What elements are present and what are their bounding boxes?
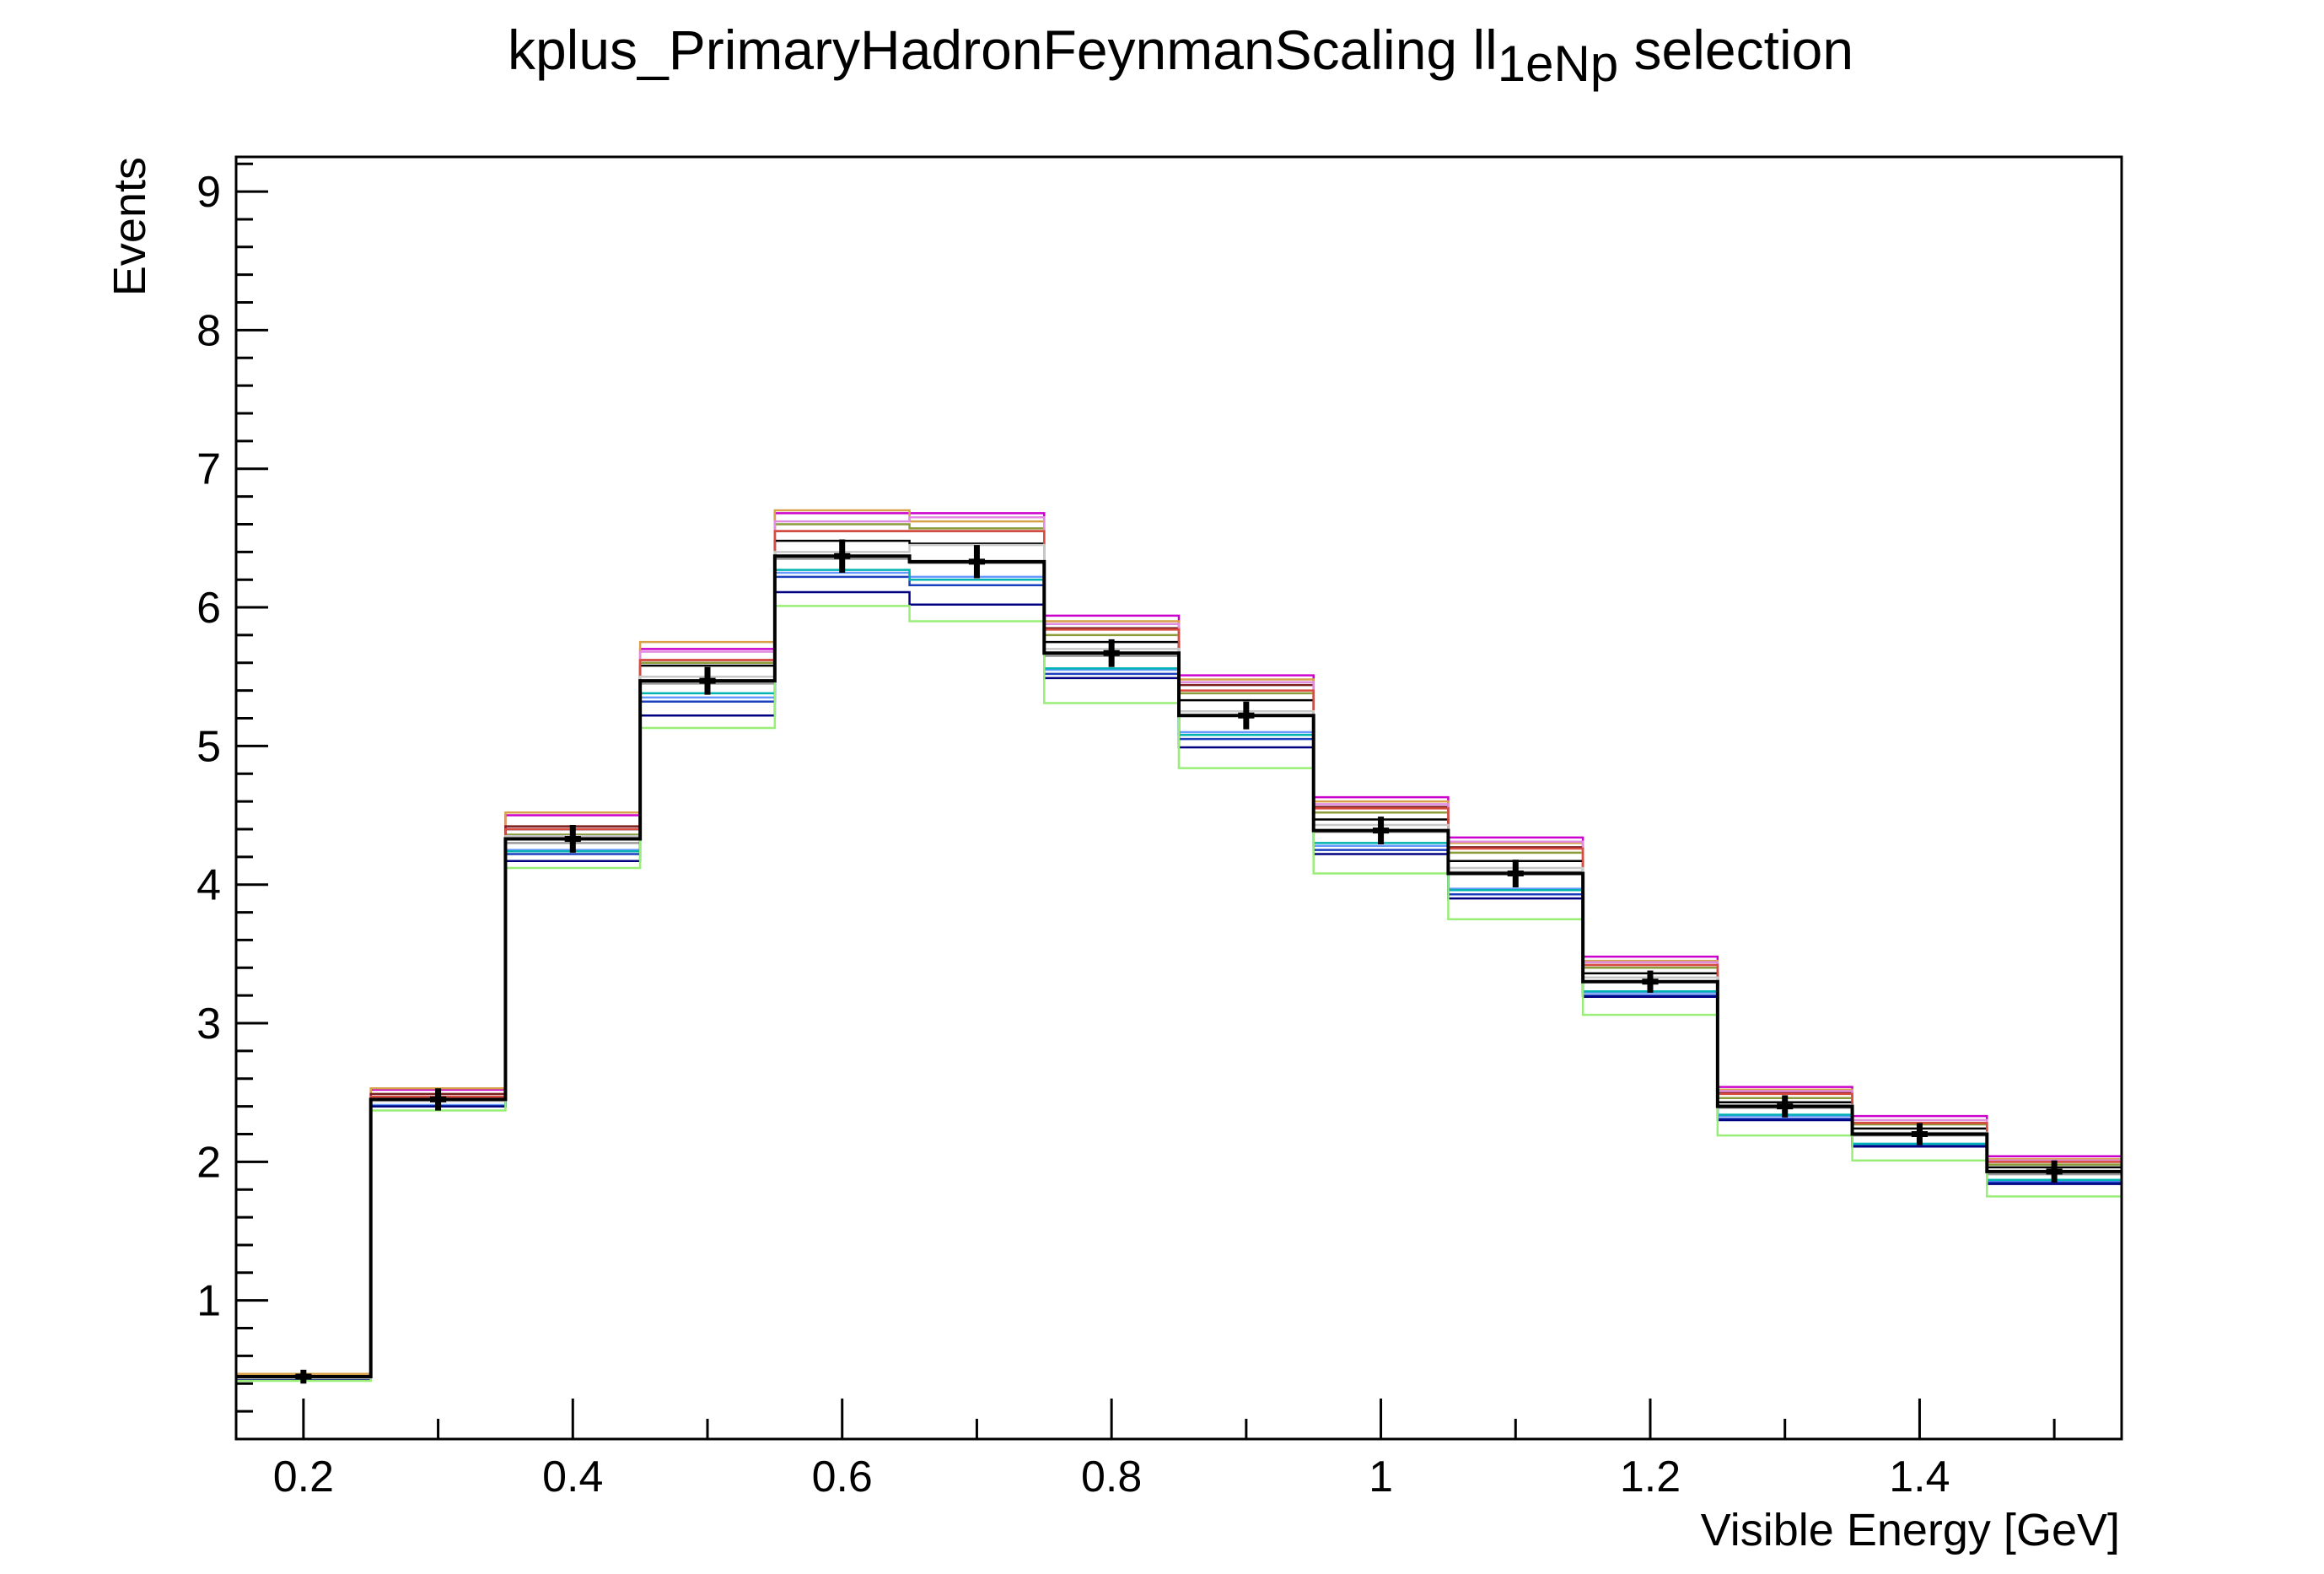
data-point-10 [1507,860,1524,887]
y-tick-label: 2 [196,1138,221,1187]
data-point-2 [429,1088,447,1111]
data-point-13 [1911,1123,1929,1145]
y-axis-tick-labels: 1 2 3 4 5 6 7 8 9 [196,168,221,1326]
data-point-11 [1642,970,1659,993]
y-tick-label: 3 [196,1000,221,1048]
y-tick-label: 9 [196,168,221,217]
data-point-4 [699,666,716,695]
y-tick-label: 4 [196,861,221,910]
data-point-12 [1777,1095,1794,1118]
data-point-5 [834,539,851,573]
x-axis-label: Visible Energy [GeV] [1701,1505,2120,1555]
y-tick-label: 5 [196,722,221,771]
x-tick-label: 0.2 [273,1453,334,1501]
y-tick-label: 6 [196,584,221,633]
chart-title-main: kplus_PrimaryHadronFeynmanScaling ll [508,19,1498,81]
data-point-8 [1238,701,1255,730]
data-point-3 [564,825,581,853]
y-axis-label: Events [105,157,155,296]
data-point-14 [2046,1160,2063,1183]
chart-title-subscript: 1eNp [1498,35,1618,92]
x-tick-label: 0.6 [812,1453,873,1501]
plot-frame [234,155,2123,1441]
y-tick-label: 8 [196,306,221,355]
chart-title-tail: selection [1618,19,1853,81]
x-tick-label: 1 [1369,1453,1393,1501]
data-point-6 [968,545,986,579]
universe-histogram-12 [236,605,2122,1383]
data-point-9 [1372,817,1390,845]
data-points [295,539,2063,1384]
x-tick-label: 1.4 [1889,1453,1950,1501]
x-axis-ticks [302,1399,2056,1439]
x-tick-label: 1.2 [1620,1453,1681,1501]
y-tick-label: 1 [196,1277,221,1326]
y-axis-ticks [236,162,268,1413]
chart-title: kplus_PrimaryHadronFeynmanScaling ll1eNp… [508,19,1853,92]
x-axis-tick-labels: 0.2 0.4 0.6 0.8 1 1.2 1.4 [273,1453,1950,1501]
y-tick-label: 7 [196,445,221,494]
data-point-7 [1103,639,1120,667]
data-point-1 [295,1369,312,1384]
x-tick-label: 0.4 [542,1453,603,1501]
x-tick-label: 0.8 [1081,1453,1142,1501]
